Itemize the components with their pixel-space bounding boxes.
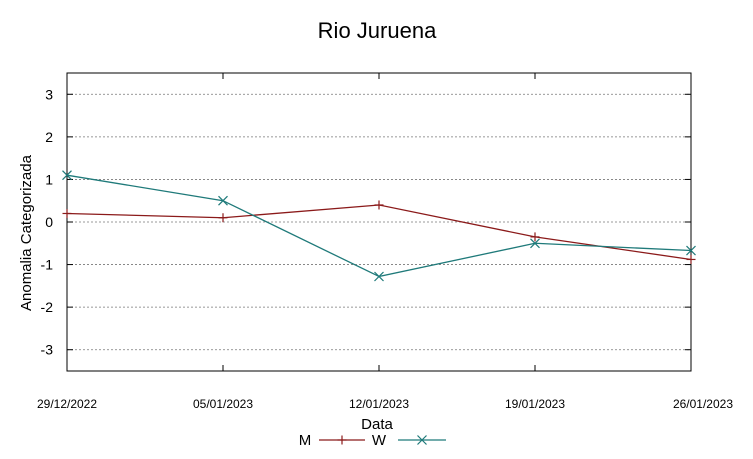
- legend-m-label: M: [299, 432, 312, 449]
- x-tick-label: 05/01/2023: [193, 397, 253, 411]
- series-m-point: [62, 208, 72, 218]
- series-w-point: [374, 271, 384, 282]
- series-layer: [62, 170, 696, 282]
- y-tick-label: -1: [41, 257, 54, 273]
- series-w-point: [686, 245, 696, 256]
- chart-title: Rio Juruena: [318, 18, 437, 43]
- y-tick-label: 0: [45, 214, 53, 230]
- legend-w-label: W: [372, 432, 387, 449]
- y-tick-label: 2: [45, 129, 53, 145]
- series-m-point: [530, 232, 540, 242]
- y-axis-ticks: -3 -2 -1 0 1 2 3: [41, 86, 691, 358]
- series-w-point: [62, 170, 72, 181]
- y-axis-label: Anomalia Categorizada: [18, 154, 35, 311]
- series-w-point: [218, 195, 228, 206]
- x-tick-label: 12/01/2023: [349, 397, 409, 411]
- x-tick-label: 29/12/2022: [37, 397, 97, 411]
- series-w-line: [66, 174, 692, 278]
- x-tick-label: 19/01/2023: [505, 397, 565, 411]
- series-m-line: [66, 204, 692, 261]
- series-w-point: [530, 238, 540, 249]
- y-tick-label: 1: [45, 171, 53, 187]
- series-m-point: [218, 213, 228, 223]
- y-tick-label: -2: [41, 299, 54, 315]
- x-tick-label: 26/01/2023: [673, 397, 733, 411]
- grid-lines: [67, 93, 691, 351]
- legend-w-marker: [417, 435, 427, 445]
- x-axis-label: Data: [361, 416, 393, 433]
- y-tick-label: -3: [41, 342, 54, 358]
- legend-m-marker: [337, 435, 347, 445]
- series-m-point: [374, 200, 384, 210]
- x-axis-ticks: 29/12/2022 05/01/2023 12/01/2023 19/01/2023…: [37, 73, 733, 411]
- y-tick-label: 3: [45, 86, 53, 102]
- series-m-point: [686, 254, 696, 264]
